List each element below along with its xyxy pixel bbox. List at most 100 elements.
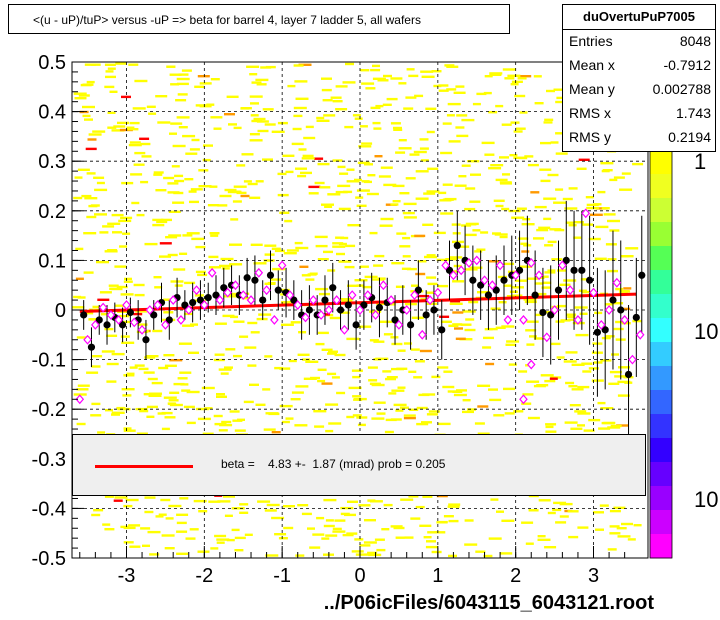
histogram-cell: [496, 510, 504, 513]
profile-point: [352, 321, 360, 329]
histogram-cell: [455, 337, 466, 340]
histogram-cell: [588, 237, 601, 241]
histogram-cell: [156, 220, 168, 224]
stats-value: 8048: [679, 33, 711, 49]
y-tick-labels: -0.5 -0.4 -0.3 -0.2 -0.1 0 0.1 0.2 0.3 0.4 0.5: [32, 52, 66, 570]
histogram-cell: [426, 540, 436, 543]
histogram-cell: [550, 342, 561, 346]
histogram-cell: [484, 75, 493, 78]
histogram-cell: [565, 221, 574, 224]
histogram-cell: [228, 123, 237, 126]
histogram-cell: [140, 527, 151, 530]
colorbar-band: [650, 270, 672, 295]
x-tick-label: 1: [432, 565, 443, 587]
histogram-cell: [376, 548, 386, 552]
histogram-cell: [274, 533, 287, 536]
histogram-cell: [133, 283, 145, 287]
histogram-cell: [109, 287, 120, 290]
histogram-cell: [601, 207, 610, 210]
histogram-cell: [321, 88, 332, 92]
histogram-cell: [262, 388, 271, 391]
histogram-cell: [414, 94, 424, 98]
histogram-cell: [332, 530, 346, 533]
histogram-cell: [186, 232, 200, 235]
histogram-cell: [462, 410, 474, 414]
histogram-cell: [502, 68, 516, 71]
histogram-cell: [488, 327, 498, 331]
stats-label: Mean y: [569, 81, 615, 97]
histogram-cell: [340, 506, 354, 510]
histogram-cell: [449, 302, 463, 305]
histogram-cell: [568, 535, 579, 539]
histogram-cell: [374, 254, 385, 258]
histogram-cell: [247, 364, 257, 367]
histogram-cell: [109, 90, 118, 93]
histogram-cell: [104, 85, 115, 89]
histogram-cell: [507, 74, 521, 77]
histogram-cell: [88, 318, 98, 321]
histogram-cell: [121, 181, 134, 185]
histogram-cell: [221, 420, 232, 424]
histogram-cell: [321, 203, 334, 206]
profile-point: [220, 284, 228, 292]
histogram-cell: [189, 148, 200, 151]
histogram-cell: [397, 349, 406, 352]
histogram-cell: [414, 234, 426, 238]
histogram-cell: [232, 200, 242, 203]
histogram-cell: [576, 167, 587, 170]
histogram-cell: [298, 148, 307, 151]
histogram-cell: [540, 141, 551, 145]
profile-point: [95, 316, 103, 324]
histogram-cell: [283, 252, 297, 255]
chart-title: <(u - uP)/tuP> versus -uP => beta for ba…: [33, 13, 421, 27]
histogram-cell: [277, 193, 289, 197]
histogram-cell: [139, 137, 150, 140]
histogram-cell: [90, 414, 102, 417]
histogram-cell: [135, 310, 148, 313]
histogram-cell: [442, 385, 455, 389]
histogram-cell: [152, 223, 165, 227]
histogram-cell: [315, 244, 328, 248]
histogram-cell: [338, 207, 351, 211]
histogram-cell: [317, 379, 326, 383]
histogram-cell: [545, 423, 557, 426]
histogram-cell: [76, 422, 86, 426]
histogram-cell: [240, 194, 250, 198]
histogram-cell: [234, 549, 244, 552]
histogram-cell: [364, 519, 376, 522]
histogram-cell: [501, 519, 515, 522]
histogram-cell: [295, 385, 309, 388]
histogram-cell: [537, 538, 551, 541]
histogram-cell: [433, 84, 442, 88]
histogram-cell: [547, 240, 557, 244]
histogram-cell: [170, 83, 180, 86]
histogram-cell: [216, 541, 225, 544]
histogram-cell: [120, 335, 130, 338]
histogram-cell: [82, 105, 95, 109]
histogram-cell: [410, 517, 421, 520]
histogram-cell: [425, 545, 438, 549]
histogram-cell: [570, 427, 583, 430]
histogram-cell: [256, 317, 268, 321]
histogram-cell: [314, 235, 328, 239]
histogram-cell: [607, 426, 621, 429]
histogram-cell: [347, 224, 361, 227]
histogram-cell: [339, 172, 349, 175]
histogram-cell: [218, 429, 228, 432]
histogram-cell: [422, 223, 434, 226]
profile-point: [531, 291, 539, 299]
histogram-cell: [344, 513, 356, 517]
diamond-point: [628, 354, 637, 365]
histogram-cell: [169, 359, 183, 362]
histogram-cell: [580, 278, 591, 281]
histogram-cell: [134, 79, 148, 83]
histogram-cell: [224, 188, 237, 192]
histogram-cell: [526, 343, 535, 346]
histogram-cell: [390, 203, 399, 206]
histogram-cell: [138, 367, 149, 371]
profile-point: [259, 296, 267, 304]
histogram-cell: [186, 390, 200, 394]
histogram-cell: [224, 514, 233, 517]
histogram-cell: [573, 236, 582, 239]
histogram-cell: [233, 126, 242, 130]
